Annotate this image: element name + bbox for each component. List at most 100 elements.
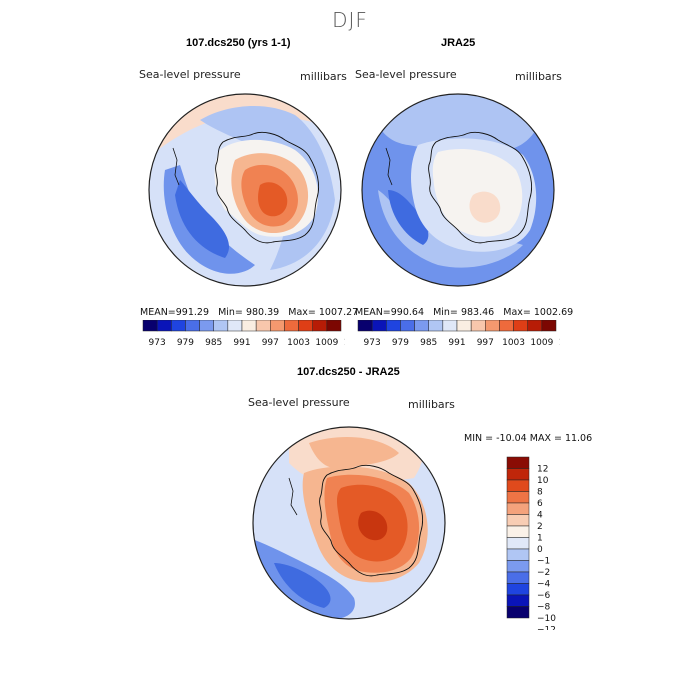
colorbar-obs-swatch xyxy=(485,320,500,332)
mean-value-model: 991.29 xyxy=(175,307,210,318)
colorbar-obs-swatch xyxy=(428,320,444,332)
colorbar-model-swatch xyxy=(298,320,313,332)
minmax-diff: MIN = -10.04 MAX = 11.06 xyxy=(464,433,593,444)
figure-title: DJF xyxy=(332,8,368,32)
coastline-diff xyxy=(319,464,424,577)
colorbar-obs-tick-label: 997 xyxy=(477,338,494,348)
colorbar-diff-tick-label: 4 xyxy=(537,511,543,521)
panel-title-model: 107.dcs250 (yrs 1-1) xyxy=(186,37,291,49)
polar-map-obs xyxy=(361,93,555,287)
colorbar-model-swatch xyxy=(199,320,214,332)
colorbar-obs-swatch xyxy=(357,320,373,332)
colorbar-diff-swatch xyxy=(506,560,530,573)
coastline-diff-peninsula xyxy=(288,477,298,516)
colorbar-obs-swatch xyxy=(414,320,429,332)
coastline-model xyxy=(215,131,320,244)
colorbar-diff-swatch xyxy=(506,514,530,527)
colorbar-diff-swatch xyxy=(506,525,530,538)
colorbar-obs-swatch xyxy=(371,320,387,332)
colorbar-diff-swatch xyxy=(506,571,530,584)
colorbar-obs-tick-label: 1009 xyxy=(530,338,553,348)
variable-label-diff: Sea-level pressure xyxy=(248,396,350,409)
colorbar-obs-swatch xyxy=(499,320,514,332)
colorbar-obs-tick-label: 973 xyxy=(364,338,381,348)
mean-label-obs: MEAN= xyxy=(355,307,391,318)
colorbar-model-swatch xyxy=(213,320,229,332)
stats-model: MEAN=991.29 Min= 980.39 Max= 1007.27 xyxy=(140,307,358,318)
colorbar-obs-swatch xyxy=(513,320,528,332)
colorbar-obs-swatch xyxy=(527,320,543,332)
colorbar-obs-swatch xyxy=(456,320,472,332)
colorbar-model-tick-label: 973 xyxy=(149,338,166,348)
colorbar-diff-tick-label: −6 xyxy=(537,591,551,601)
colorbar-diff-swatch xyxy=(506,594,530,607)
colorbar-model-swatch xyxy=(241,320,257,332)
coastline-obs-peninsula xyxy=(385,147,393,186)
colorbar-model-tick-label: 1015 xyxy=(344,338,345,348)
colorbar-diff-tick-label: −1 xyxy=(537,557,550,567)
colorbar-model-swatch xyxy=(270,320,285,332)
polar-map-model xyxy=(148,93,342,287)
colorbar-model-tick-label: 979 xyxy=(177,338,194,348)
colorbar-obs-tick-label: 991 xyxy=(448,338,465,348)
colorbar-obs: 973 979 985 991 997 1003 1009 1015 xyxy=(357,320,560,348)
map-fill-model-deepblue-west xyxy=(175,180,230,258)
colorbar-diff-swatch xyxy=(506,479,530,492)
colorbar-diff-tick-label: 0 xyxy=(537,545,543,555)
colorbar-model-tick-label: 985 xyxy=(205,338,222,348)
colorbar-model-swatch xyxy=(185,320,200,332)
map-fill-diff-deepblue-sw xyxy=(274,563,331,608)
panel-title-obs: JRA25 xyxy=(441,37,476,49)
colorbar-model-swatch xyxy=(326,320,342,332)
min-label-model: Min= xyxy=(218,307,243,318)
units-label-obs: millibars xyxy=(515,70,562,83)
colorbar-diff-swatch xyxy=(506,468,530,481)
colorbar-model-swatch xyxy=(255,320,271,332)
colorbar-diff-tick-label: −2 xyxy=(537,568,550,578)
stats-obs: MEAN=990.64 Min= 983.46 Max= 1002.69 xyxy=(355,307,573,318)
colorbar-diff-swatch xyxy=(506,537,530,550)
colorbar-obs-tick-label: 1015 xyxy=(559,338,560,348)
colorbar-obs-tick-label: 985 xyxy=(420,338,437,348)
colorbar-obs-swatch xyxy=(541,320,557,332)
colorbar-diff-swatch xyxy=(506,502,530,515)
colorbar-diff-tick-label: 12 xyxy=(537,465,548,475)
colorbar-diff-tick-label: 10 xyxy=(537,476,549,486)
colorbar-model-swatch xyxy=(156,320,172,332)
map-fill-obs-lightpeach xyxy=(469,191,501,223)
map-fill-diff-darkred xyxy=(358,510,388,541)
polar-map-diff xyxy=(252,426,446,620)
colorbar-diff-tick-label: −8 xyxy=(537,603,551,613)
colorbar-obs-swatch xyxy=(442,320,458,332)
variable-label-model: Sea-level pressure xyxy=(139,68,241,81)
min-value-obs: 983.46 xyxy=(460,307,495,318)
colorbar-diff-tick-label: 1 xyxy=(537,534,543,544)
colorbar-model-swatch xyxy=(171,320,186,332)
colorbar-diff-swatch xyxy=(506,491,530,504)
units-label-model: millibars xyxy=(300,70,347,83)
colorbar-diff-tick-label: 6 xyxy=(537,499,543,509)
colorbar-diff-tick-label: 8 xyxy=(537,488,543,498)
max-value-model: 1007.27 xyxy=(318,307,359,318)
colorbar-obs-tick-label: 979 xyxy=(392,338,409,348)
colorbar-model-swatch xyxy=(312,320,328,332)
colorbar-obs-swatch xyxy=(400,320,415,332)
map-fill-diff-orange-top xyxy=(309,437,399,469)
min-value-model: 980.39 xyxy=(245,307,280,318)
panel-title-diff: 107.dcs250 - JRA25 xyxy=(297,366,400,378)
colorbar-model-tick-label: 997 xyxy=(262,338,279,348)
colorbar-diff-swatch xyxy=(506,606,530,619)
max-label-model: Max= xyxy=(288,307,316,318)
min-label-obs: Min= xyxy=(433,307,458,318)
map-fill-obs-deepblue-west xyxy=(388,190,429,245)
max-value-obs: 1002.69 xyxy=(533,307,574,318)
colorbar-diff-tick-label: −12 xyxy=(537,626,556,631)
colorbar-model: 973 979 985 991 997 1003 1009 1015 xyxy=(142,320,345,348)
colorbar-diff-tick-label: −4 xyxy=(537,580,551,590)
colorbar-diff-swatch xyxy=(506,456,530,469)
map-fill-model-redorange xyxy=(258,182,288,217)
variable-label-obs: Sea-level pressure xyxy=(355,68,457,81)
colorbar-diff-tick-label: 2 xyxy=(537,522,543,532)
mean-value-obs: 990.64 xyxy=(390,307,425,318)
